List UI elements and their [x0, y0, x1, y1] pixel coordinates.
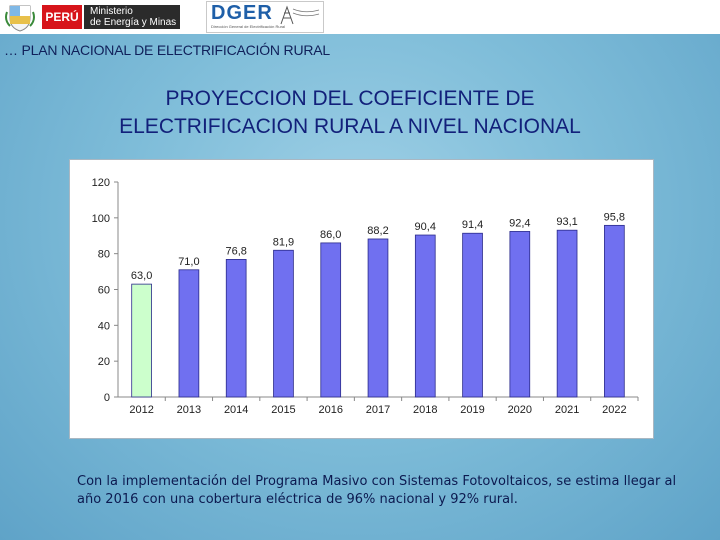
slide-title-line-1: PROYECCION DEL COEFICIENTE DE — [165, 87, 535, 110]
data-label-2020: 92,4 — [509, 217, 530, 229]
bar-2017 — [367, 238, 389, 398]
breadcrumb: … PLAN NACIONAL DE ELECTRIFICACIÓN RURAL — [4, 42, 330, 58]
bar-2015 — [273, 249, 294, 398]
x-tick-label-2022: 2022 — [602, 404, 626, 416]
x-tick-label-2021: 2021 — [555, 404, 579, 416]
peru-ministry-logo: PERÚ Ministerio de Energía y Minas — [4, 2, 204, 32]
dger-label: DGER — [211, 2, 273, 24]
coat-of-arms-icon — [5, 5, 35, 32]
data-label-2016: 86,0 — [320, 229, 341, 241]
data-label-2014: 76,8 — [225, 245, 246, 257]
y-tick-label: 0 — [104, 392, 110, 404]
chart-container: 0 20 40 60 80 100 120 63,0 2012 71,0 2013 76,8 2014 8… — [69, 159, 654, 439]
dger-subtitle: Dirección General de Electrificación Rur… — [211, 24, 286, 29]
peru-label: PERÚ — [42, 5, 82, 29]
caption: Con la implementación del Programa Masiv… — [77, 474, 677, 507]
y-tick-label: 80 — [98, 249, 110, 261]
x-tick-label-2014: 2014 — [224, 404, 248, 416]
data-label-2012: 63,0 — [131, 270, 152, 282]
data-label-2018: 90,4 — [415, 221, 436, 233]
bar-chart: 0 20 40 60 80 100 120 63,0 2012 71,0 2013 76,8 2014 8… — [92, 177, 639, 416]
bar-2019 — [462, 232, 483, 398]
x-tick-label-2017: 2017 — [366, 404, 390, 416]
bar-2014 — [225, 259, 247, 398]
data-label-2015: 81,9 — [273, 236, 294, 248]
x-tick-label-2018: 2018 — [413, 404, 437, 416]
y-tick-label: 60 — [98, 285, 110, 297]
data-label-2017: 88,2 — [367, 225, 388, 237]
y-tick-label: 40 — [98, 320, 110, 332]
data-label-2021: 93,1 — [556, 216, 577, 228]
y-tick-label: 20 — [98, 356, 110, 368]
data-label-2022: 95,8 — [604, 211, 625, 223]
bar-2016 — [320, 242, 342, 398]
x-tick-label-2016: 2016 — [318, 404, 342, 416]
ministry-label: Ministerio de Energía y Minas — [84, 5, 180, 29]
dger-logo: DGER Dirección General de Electrificació… — [206, 1, 324, 33]
bar-2021 — [556, 229, 578, 398]
x-tick-label-2020: 2020 — [508, 404, 532, 416]
ministry-line-1: Ministerio — [90, 6, 133, 17]
bar-2020 — [509, 231, 531, 398]
bar-2012 — [131, 283, 152, 398]
x-tick-label-2013: 2013 — [177, 404, 201, 416]
ministry-line-2: de Energía y Minas — [90, 17, 177, 28]
bar-2022 — [604, 224, 625, 398]
header-band: PERÚ Ministerio de Energía y Minas DGER … — [0, 0, 720, 34]
x-tick-label-2012: 2012 — [129, 404, 153, 416]
slide-title: PROYECCION DEL COEFICIENTE DE ELECTRIFIC… — [40, 85, 660, 141]
y-tick-label: 120 — [92, 177, 110, 189]
data-label-2013: 71,0 — [178, 256, 199, 268]
x-tick-label-2019: 2019 — [460, 404, 484, 416]
data-label-2019: 91,4 — [462, 219, 483, 231]
slide-title-line-2: ELECTRIFICACION RURAL A NIVEL NACIONAL — [119, 115, 581, 138]
x-tick-label-2015: 2015 — [271, 404, 295, 416]
bar-2013 — [178, 269, 200, 398]
power-tower-icon — [280, 5, 320, 25]
y-tick-label: 100 — [92, 213, 110, 225]
bar-2018 — [414, 234, 436, 398]
